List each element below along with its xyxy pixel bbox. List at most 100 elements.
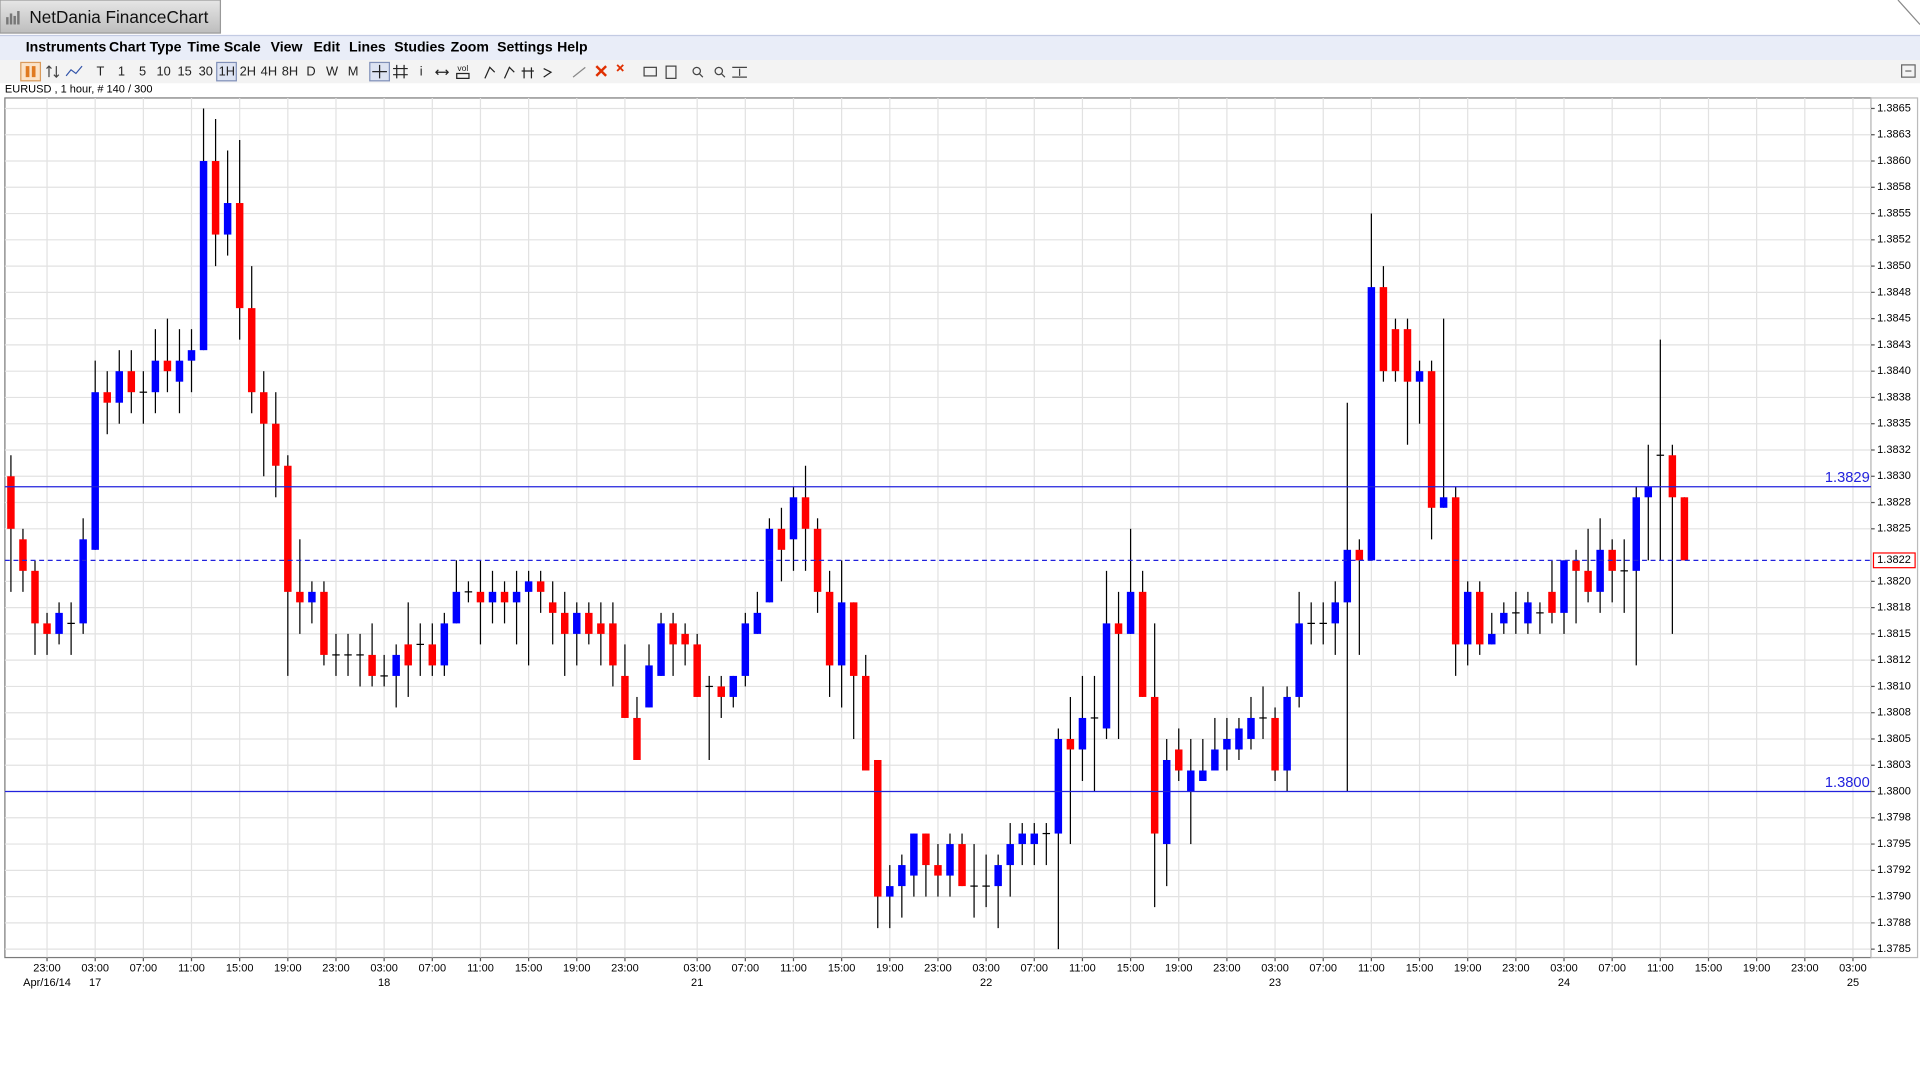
x-tick-label: 11:00 — [1069, 962, 1096, 974]
candle-body — [946, 844, 954, 876]
candle-body — [1488, 633, 1496, 645]
candle-body — [500, 591, 509, 603]
candle-body — [1548, 591, 1556, 613]
x-tick-label: 03:00 — [1839, 962, 1867, 974]
toolbar-icon[interactable] — [595, 65, 607, 77]
x-tick-label: 23:00 — [1502, 962, 1530, 974]
y-tick-label: 1.3832 — [1877, 444, 1911, 456]
candle-body — [1066, 738, 1075, 750]
candle-body — [151, 360, 160, 393]
timescale-button[interactable]: 2H — [240, 64, 256, 79]
x-tick-label: 11:00 — [1358, 962, 1385, 974]
x-tick-label: 11:00 — [1647, 962, 1674, 974]
y-tick-label: 1.3820 — [1877, 575, 1911, 587]
candle-body — [1584, 570, 1592, 592]
toolbar-icon[interactable] — [46, 65, 60, 79]
toolbar-icon[interactable] — [372, 64, 387, 79]
timescale-button[interactable]: 1 — [118, 64, 125, 79]
x-tick-label: 07:00 — [732, 962, 760, 974]
candle-body — [127, 371, 136, 393]
timescale-button[interactable]: 30 — [199, 64, 213, 79]
x-tick-label: 15:00 — [515, 962, 543, 974]
y-tick-label: 1.3830 — [1877, 470, 1911, 482]
candle-body — [103, 392, 111, 403]
x-tick-label: 19:00 — [274, 962, 302, 974]
timescale-button[interactable]: T — [96, 64, 104, 79]
timescale-button[interactable]: 8H — [282, 64, 298, 79]
timescale-button[interactable]: 15 — [178, 64, 192, 79]
menu-item[interactable]: Settings — [497, 38, 553, 54]
x-tick-label: 19:00 — [876, 962, 904, 974]
candle-body — [1644, 486, 1653, 498]
x-tick-label: 07:00 — [1598, 962, 1626, 974]
y-tick-label: 1.3800 — [1877, 785, 1911, 797]
x-tick-label: 23:00 — [322, 962, 350, 974]
timescale-group: T 1 5 10 15 30 1H 2H 4H 8H D W M — [96, 64, 358, 79]
timescale-button[interactable]: 1H — [219, 64, 235, 79]
toolbar-button[interactable]: i — [420, 64, 423, 79]
candle-body — [1355, 549, 1364, 561]
price-axis — [1870, 97, 1919, 959]
x-tick-label: 23:00 — [33, 962, 61, 974]
timescale-button[interactable]: 4H — [261, 64, 277, 79]
y-tick-label: 1.3785 — [1877, 943, 1911, 955]
timescale-button[interactable]: D — [306, 64, 315, 79]
menu-item[interactable]: Time Scale — [187, 38, 260, 54]
menu-item[interactable]: Instruments — [26, 38, 107, 54]
y-tick-label: 1.3855 — [1877, 207, 1911, 219]
timescale-button[interactable]: 10 — [156, 64, 170, 79]
menu-item[interactable]: Studies — [394, 38, 445, 54]
candle-body — [1211, 749, 1219, 771]
candle-body — [729, 675, 738, 697]
toolbar-icon[interactable] — [456, 72, 470, 79]
y-tick-label: 1.3825 — [1877, 523, 1911, 535]
timescale-button[interactable]: 5 — [139, 64, 146, 79]
candle-body — [898, 865, 906, 887]
candle-body — [1500, 612, 1508, 624]
candle-body — [1114, 623, 1123, 634]
candle-body — [1247, 717, 1255, 739]
toolbar-icon[interactable] — [572, 66, 586, 78]
menu-item[interactable]: View — [271, 38, 303, 54]
x-tick-label: 19:00 — [1743, 962, 1771, 974]
y-tick-label: 1.3863 — [1877, 129, 1911, 141]
candle-body — [1295, 623, 1303, 697]
menu-item[interactable]: Edit — [313, 38, 340, 54]
candle-body — [861, 675, 870, 771]
candle-body — [1102, 623, 1111, 729]
toolbar-icon[interactable] — [65, 65, 83, 77]
toolbar-icon[interactable] — [435, 69, 450, 76]
x-tick-label: 07:00 — [130, 962, 158, 974]
x-tick-label: 11:00 — [467, 962, 494, 974]
x-tick-label: 15:00 — [1695, 962, 1723, 974]
toolbar-button[interactable]: vol — [457, 63, 468, 73]
toolbar-icon[interactable] — [616, 64, 624, 72]
menu-item[interactable]: Lines — [349, 38, 386, 54]
toolbar-icon[interactable] — [484, 66, 553, 79]
candle-body — [585, 612, 593, 634]
x-tick-label: 03:00 — [683, 962, 711, 974]
pause-button[interactable] — [20, 61, 42, 82]
horizontal-line-label: 1.3829 — [1825, 470, 1870, 486]
candle-body — [320, 591, 328, 655]
timescale-button[interactable]: M — [348, 64, 359, 79]
x-tick-label: 19:00 — [563, 962, 591, 974]
toolbar-icon[interactable] — [393, 64, 408, 79]
menu-item[interactable]: Zoom — [451, 38, 489, 54]
menu-item[interactable]: Help — [557, 38, 588, 54]
menu-bar — [0, 35, 1920, 60]
toolbar-icon[interactable] — [1901, 64, 1916, 78]
menu-item[interactable]: Chart Type — [109, 38, 182, 54]
candle-body — [874, 759, 882, 897]
x-tick-label: 11:00 — [780, 962, 807, 974]
y-tick-label: 1.3790 — [1877, 891, 1911, 903]
horizontal-line-label: 1.3800 — [1825, 775, 1870, 791]
toolbar-icon[interactable] — [643, 65, 747, 79]
y-tick-label: 1.3798 — [1877, 812, 1911, 824]
candle-body — [1162, 759, 1171, 845]
x-tick-label: 03:00 — [370, 962, 398, 974]
timescale-button[interactable]: W — [326, 64, 339, 79]
candle-body — [55, 612, 63, 634]
y-tick-label: 1.3860 — [1877, 155, 1911, 167]
